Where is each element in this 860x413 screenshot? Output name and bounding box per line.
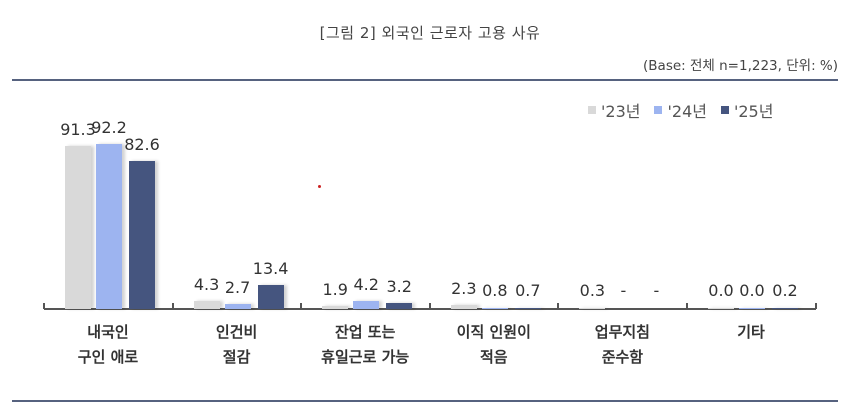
legend-label: '25년 [733, 102, 774, 121]
category-label-line1: 잔업 또는 [334, 323, 396, 341]
category-label-line1: 업무지침 [594, 323, 650, 341]
legend-label: '23년 [601, 102, 641, 121]
bar [65, 145, 91, 309]
data-label: 91.3 [60, 119, 96, 139]
bar [224, 304, 251, 309]
category-label: 기타 [687, 320, 815, 345]
data-label: - [620, 281, 627, 300]
category-label-line1: 인건비 [215, 323, 258, 341]
category-label-line2: 적음 [479, 348, 508, 366]
chart-title: [그림 2] 외국인 근로자 고용 사유 [319, 24, 541, 42]
bar [96, 143, 122, 309]
legend-item-2025: '25년 [720, 98, 774, 122]
data-label: 82.6 [124, 135, 160, 155]
bar [739, 308, 765, 309]
bar [708, 308, 734, 309]
data-label: 13.4 [252, 259, 289, 278]
bar [514, 307, 541, 309]
data-label: 0.7 [515, 281, 541, 300]
data-label: 2.3 [451, 278, 477, 298]
bar [386, 303, 413, 309]
data-label: 0.0 [739, 281, 765, 300]
category-label-line1: 이직 인원이 [456, 323, 531, 341]
legend-swatch-icon [588, 106, 596, 114]
data-label: 0.2 [772, 281, 798, 300]
axis-tick [686, 303, 688, 309]
bar [481, 307, 508, 309]
legend: '23년 '24년 '25년 [588, 98, 773, 122]
axis-tick [300, 303, 303, 309]
bar [353, 301, 380, 309]
bar [322, 305, 349, 309]
category-label-line1: 내국인 [87, 323, 129, 341]
data-label: 0.0 [708, 281, 734, 300]
category-label-line2: 구인 애로 [77, 348, 139, 366]
legend-item-2024: '24년 [654, 98, 707, 122]
bar [257, 285, 284, 309]
base-note: (Base: 전체 n=1,223, 단위: %) [643, 58, 838, 74]
bottom-divider [12, 400, 838, 402]
data-label: 2.7 [224, 278, 251, 298]
category-label-line1: 기타 [737, 323, 765, 341]
data-label: 3.2 [386, 277, 412, 297]
category-label-line2: 절감 [222, 348, 251, 366]
stray-mark [318, 185, 321, 188]
data-label: - [653, 281, 660, 300]
data-label: 92.2 [91, 117, 127, 137]
data-label: 0.3 [579, 281, 606, 300]
axis-tick [428, 303, 431, 309]
data-label: 1.9 [322, 279, 348, 299]
top-divider [12, 79, 838, 81]
data-label: 4.3 [193, 275, 220, 295]
axis-tick [557, 303, 560, 309]
axis-tick [43, 303, 45, 309]
bar [450, 304, 477, 309]
legend-item-2023: '23년 [588, 98, 640, 122]
category-label-line2: 휴일근로 가능 [321, 348, 410, 366]
legend-label: '24년 [667, 102, 707, 121]
axis-tick [171, 303, 174, 309]
axis-tick [814, 303, 817, 309]
bar [579, 307, 606, 309]
legend-swatch-icon [654, 106, 663, 114]
legend-swatch-icon [720, 106, 729, 114]
data-label: 4.2 [353, 275, 379, 295]
bar [129, 161, 155, 309]
data-label: 0.8 [482, 281, 508, 300]
bar [772, 307, 798, 309]
bar [193, 301, 220, 309]
category-label-line2: 준수함 [601, 348, 644, 366]
x-axis [44, 308, 816, 310]
